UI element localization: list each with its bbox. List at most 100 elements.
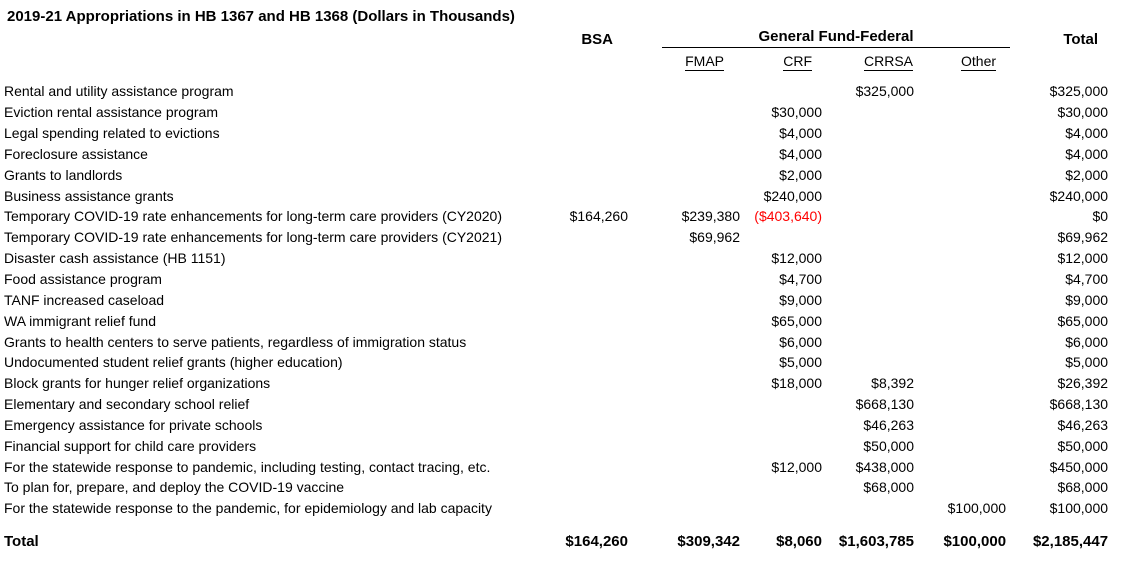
- column-group-header-general-fund-federal: General Fund-Federal: [662, 28, 1011, 48]
- column-header-crrsa: CRRSA: [863, 53, 913, 71]
- cell-crf: [740, 227, 822, 248]
- column-header-other: Other: [961, 53, 997, 71]
- table-body: Rental and utility assistance program $32…: [4, 81, 1108, 519]
- cell-total: $50,000: [1057, 437, 1109, 454]
- cell-crrsa: [822, 269, 914, 290]
- cell-crrsa: [822, 206, 914, 227]
- cell-total: $450,000: [1049, 458, 1109, 475]
- cell-crf: [740, 415, 822, 436]
- cell-bsa: [546, 456, 628, 477]
- cell-total: $240,000: [1049, 187, 1109, 204]
- cell-other: [914, 81, 1006, 102]
- cell-crf: $4,000: [779, 125, 822, 142]
- table-row: To plan for, prepare, and deploy the COV…: [4, 477, 1108, 498]
- cell-bsa: [546, 352, 628, 373]
- row-label: Rental and utility assistance program: [4, 83, 234, 100]
- table-row: For the statewide response to the pandem…: [4, 498, 1108, 519]
- table-row: Business assistance grants $240,000 $240,0…: [4, 185, 1108, 206]
- cell-crrsa: $668,130: [855, 396, 914, 413]
- cell-fmap: [628, 269, 740, 290]
- cell-other: [914, 331, 1006, 352]
- table-row: Block grants for hunger relief organizat…: [4, 373, 1108, 394]
- table-row: Foreclosure assistance $4,000 $4,000: [4, 144, 1108, 165]
- cell-bsa: [546, 185, 628, 206]
- cell-fmap: [628, 352, 740, 373]
- cell-crrsa: $68,000: [863, 479, 914, 496]
- spacer-row: [4, 519, 1108, 531]
- cell-other: [914, 456, 1006, 477]
- cell-other: $100,000: [947, 500, 1007, 517]
- cell-other: [914, 185, 1006, 206]
- cell-fmap: [628, 373, 740, 394]
- cell-total: $26,392: [1057, 375, 1109, 392]
- cell-crf: $18,000: [771, 375, 822, 392]
- cell-bsa: [546, 331, 628, 352]
- cell-fmap: [628, 144, 740, 165]
- row-label: Block grants for hunger relief organizat…: [4, 375, 271, 392]
- table-row: Temporary COVID-19 rate enhancements for…: [4, 206, 1108, 227]
- cell-other: [914, 394, 1006, 415]
- cell-crrsa: [822, 144, 914, 165]
- row-label: TANF increased caseload: [4, 291, 165, 308]
- total-row-label: Total: [4, 532, 39, 550]
- column-header-fmap-cell: FMAP: [628, 50, 740, 71]
- row-label: Business assistance grants: [4, 187, 174, 204]
- cell-fmap: [628, 394, 740, 415]
- cell-total: $5,000: [1065, 354, 1109, 371]
- row-label: For the statewide response to the pandem…: [4, 500, 492, 517]
- header-row-groups: BSA General Fund-Federal Total: [4, 28, 1108, 50]
- row-label: Eviction rental assistance program: [4, 104, 218, 121]
- cell-total: $69,962: [1057, 229, 1109, 246]
- cell-crf: [740, 498, 822, 519]
- cell-fmap: [628, 456, 740, 477]
- row-label: Temporary COVID-19 rate enhancements for…: [4, 229, 502, 246]
- total-row: Total $164,260 $309,342 $8,060 $1,603,78…: [4, 531, 1108, 552]
- cell-crf: $9,000: [779, 291, 822, 308]
- cell-fmap: [628, 81, 740, 102]
- cell-bsa: [546, 144, 628, 165]
- row-label: WA immigrant relief fund: [4, 312, 156, 329]
- cell-bsa: [546, 289, 628, 310]
- cell-crrsa: $50,000: [863, 437, 914, 454]
- cell-crrsa: [822, 289, 914, 310]
- cell-crf: $5,000: [779, 354, 822, 371]
- cell-crf: ($403,640): [754, 208, 822, 225]
- table-row: TANF increased caseload $9,000 $9,000: [4, 289, 1108, 310]
- cell-other: [914, 373, 1006, 394]
- table-row: Elementary and secondary school relief $6…: [4, 394, 1108, 415]
- cell-other: [914, 248, 1006, 269]
- cell-total: $6,000: [1065, 333, 1109, 350]
- cell-total: $46,263: [1057, 416, 1109, 433]
- cell-bsa: [546, 435, 628, 456]
- cell-crrsa: [822, 185, 914, 206]
- cell-fmap: [628, 498, 740, 519]
- cell-crrsa: $8,392: [871, 375, 914, 392]
- cell-total: $68,000: [1057, 479, 1109, 496]
- cell-fmap: [628, 185, 740, 206]
- cell-bsa: [546, 394, 628, 415]
- cell-crrsa: [822, 102, 914, 123]
- cell-bsa: [546, 373, 628, 394]
- cell-total: $0: [1092, 208, 1109, 225]
- cell-total: $325,000: [1049, 83, 1109, 100]
- table-row: Emergency assistance for private schools…: [4, 415, 1108, 436]
- cell-total: $100,000: [1049, 500, 1109, 517]
- cell-fmap: [628, 248, 740, 269]
- cell-fmap: $239,380: [681, 208, 740, 225]
- cell-crf: $6,000: [779, 333, 822, 350]
- cell-crrsa: $46,263: [863, 416, 914, 433]
- cell-crf: [740, 81, 822, 102]
- cell-total: $4,000: [1065, 125, 1109, 142]
- header-empty-cell: [1006, 50, 1108, 71]
- row-label: For the statewide response to pandemic, …: [4, 458, 491, 475]
- cell-other: [914, 227, 1006, 248]
- table-row: Legal spending related to evictions $4,00…: [4, 123, 1108, 144]
- cell-bsa: [546, 310, 628, 331]
- cell-bsa: [546, 102, 628, 123]
- cell-total: $12,000: [1057, 250, 1109, 267]
- cell-crrsa: [822, 331, 914, 352]
- cell-fmap: [628, 415, 740, 436]
- cell-other: [914, 269, 1006, 290]
- cell-total: $9,000: [1065, 291, 1109, 308]
- cell-crf: [740, 435, 822, 456]
